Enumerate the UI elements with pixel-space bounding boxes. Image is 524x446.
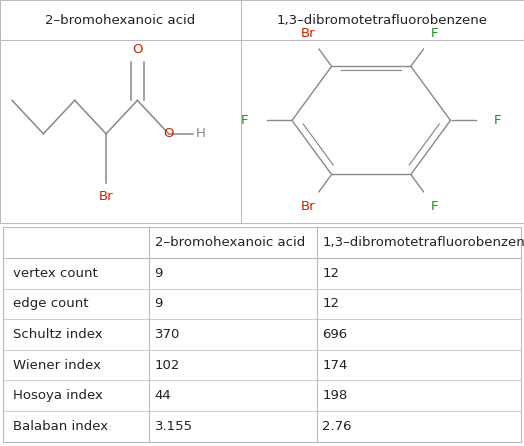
- Text: Br: Br: [300, 200, 315, 214]
- Text: F: F: [431, 27, 439, 41]
- Text: F: F: [241, 114, 248, 127]
- Text: 1,3–dibromotetrafluorobenzene: 1,3–dibromotetrafluorobenzene: [277, 13, 488, 27]
- Text: 2–bromohexanoic acid: 2–bromohexanoic acid: [46, 13, 195, 27]
- Text: 44: 44: [155, 389, 171, 402]
- Text: 370: 370: [155, 328, 180, 341]
- Text: Wiener index: Wiener index: [13, 359, 101, 372]
- Text: 9: 9: [155, 297, 163, 310]
- Text: F: F: [431, 200, 439, 214]
- Text: 2–bromohexanoic acid: 2–bromohexanoic acid: [155, 236, 305, 249]
- Text: edge count: edge count: [13, 297, 89, 310]
- Text: Schultz index: Schultz index: [13, 328, 103, 341]
- Text: Hosoya index: Hosoya index: [13, 389, 103, 402]
- Text: Br: Br: [99, 190, 113, 202]
- Text: O: O: [132, 43, 143, 56]
- Text: 12: 12: [322, 297, 339, 310]
- Text: 9: 9: [155, 267, 163, 280]
- Text: vertex count: vertex count: [13, 267, 98, 280]
- Text: 174: 174: [322, 359, 347, 372]
- Text: 696: 696: [322, 328, 347, 341]
- Text: 12: 12: [322, 267, 339, 280]
- Text: Balaban index: Balaban index: [13, 420, 108, 433]
- Text: 2.76: 2.76: [322, 420, 352, 433]
- Text: H: H: [195, 127, 205, 140]
- Text: 3.155: 3.155: [155, 420, 193, 433]
- Text: Br: Br: [300, 27, 315, 41]
- Text: 1,3–dibromotetrafluorobenzene: 1,3–dibromotetrafluorobenzene: [322, 236, 524, 249]
- Text: O: O: [163, 127, 174, 140]
- Text: 198: 198: [322, 389, 347, 402]
- Text: F: F: [494, 114, 501, 127]
- Text: 102: 102: [155, 359, 180, 372]
